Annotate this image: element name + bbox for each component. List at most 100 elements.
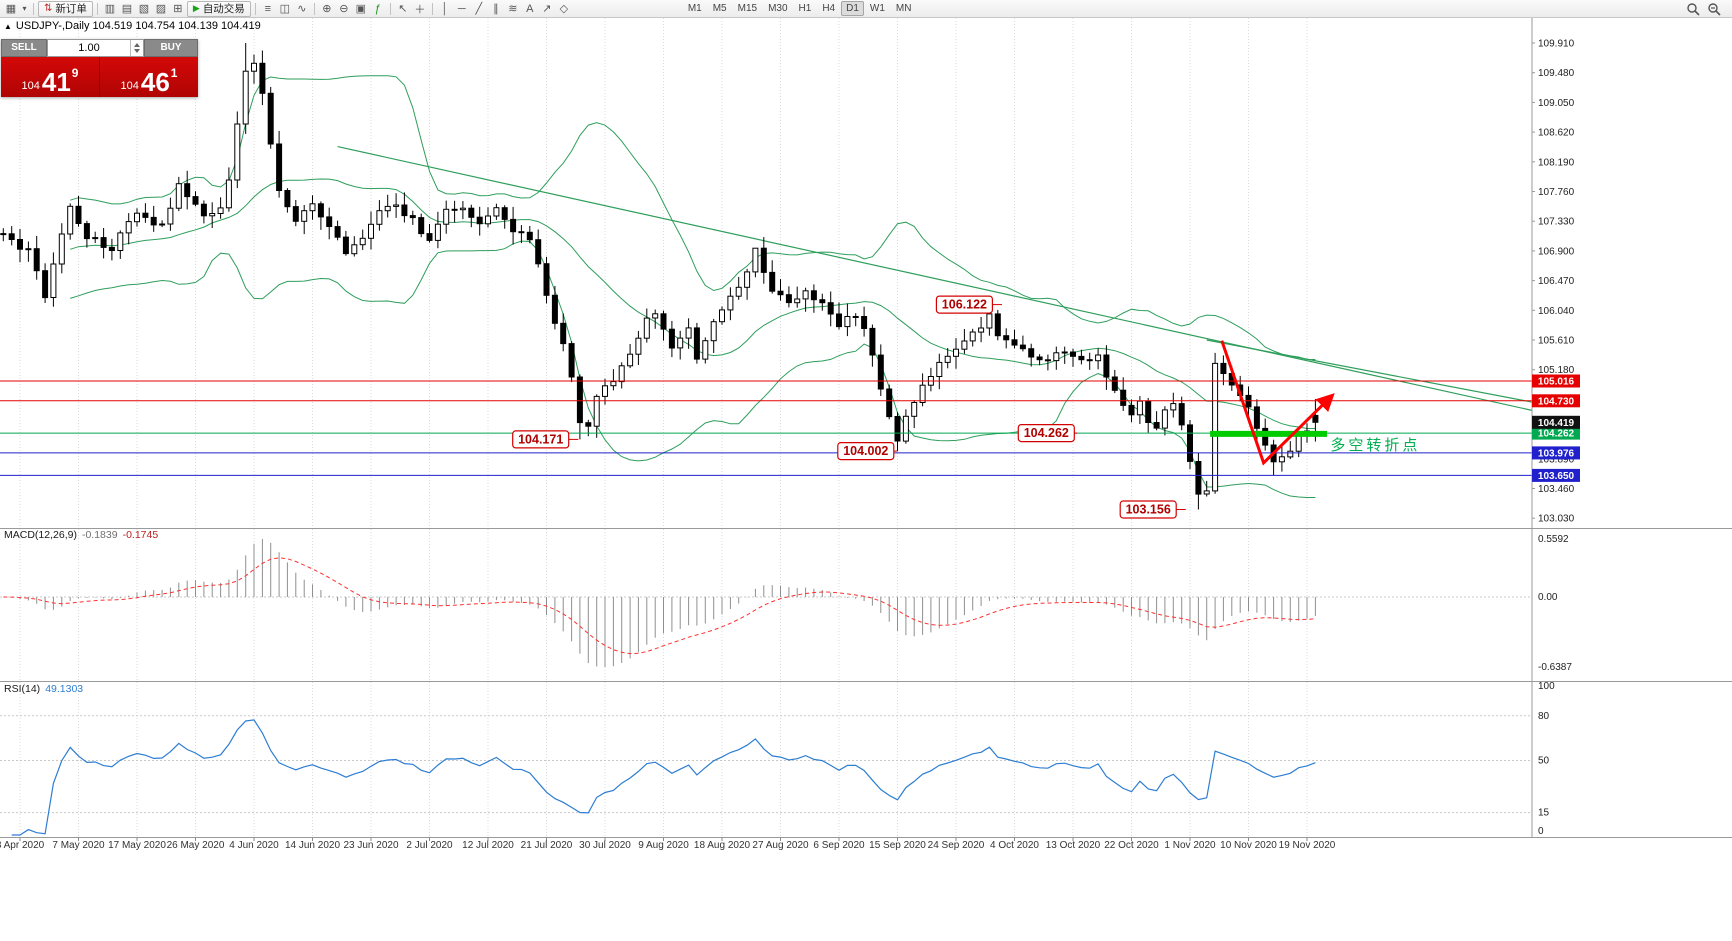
- tile-windows-icon[interactable]: ▣: [355, 3, 367, 15]
- channel-icon[interactable]: ∥: [493, 3, 499, 15]
- svg-text:109.910: 109.910: [1538, 39, 1575, 50]
- svg-text:7 May 2020: 7 May 2020: [52, 840, 105, 851]
- buy-price-prefix: 104: [120, 79, 139, 92]
- arrow-tool-icon[interactable]: ↗: [542, 3, 552, 15]
- navigator-icon[interactable]: ▧: [138, 3, 150, 15]
- svg-text:103.650: 103.650: [1538, 471, 1575, 482]
- svg-text:8 Apr 2020: 8 Apr 2020: [0, 840, 45, 851]
- market-watch-icon[interactable]: ▥: [104, 3, 116, 15]
- svg-text:104.419: 104.419: [1538, 418, 1575, 429]
- svg-text:0.5592: 0.5592: [1538, 534, 1569, 545]
- svg-text:105.610: 105.610: [1538, 336, 1575, 347]
- price-axis-tag: [1532, 374, 1580, 388]
- fibonacci-icon[interactable]: ≋: [508, 3, 518, 15]
- indicators-icon[interactable]: ƒ: [374, 2, 381, 15]
- macd-histogram: [11, 539, 1316, 667]
- volume-field[interactable]: 1.00: [47, 39, 144, 57]
- chart-dropdown-icon[interactable]: ▾: [22, 4, 27, 13]
- svg-text:100: 100: [1538, 681, 1555, 692]
- text-tool-icon[interactable]: A: [526, 2, 534, 15]
- timeframe-d1[interactable]: D1: [841, 1, 864, 16]
- horizontal-line-icon[interactable]: ─: [457, 2, 466, 15]
- trendline-icon[interactable]: ╱: [475, 3, 483, 15]
- price-callout-box[interactable]: [1119, 500, 1177, 519]
- timeframe-w1[interactable]: W1: [865, 1, 890, 16]
- timeframe-h1[interactable]: H1: [794, 1, 817, 16]
- collapse-arrow-icon[interactable]: ▲: [4, 21, 12, 31]
- chart-symbol-line: ▲ USDJPY-,Daily 104.519 104.754 104.139 …: [4, 20, 261, 32]
- price-callout-box[interactable]: [935, 295, 994, 314]
- price-axis-tag: [1532, 426, 1580, 440]
- svg-text:104.262: 104.262: [1538, 429, 1575, 440]
- timeframe-m15[interactable]: M15: [733, 1, 762, 16]
- svg-text:19 Nov 2020: 19 Nov 2020: [1279, 840, 1336, 851]
- toolbar-separator: [431, 2, 433, 15]
- timeframe-m5[interactable]: M5: [708, 1, 732, 16]
- main-toolbar: ▦ ▾ ⇅ 新订单 ▥ ▤ ▧ ▨ ⊞ ▶ 自动交易 ≡ ◫ ∿ ⊕ ⊖ ▣ ƒ…: [0, 0, 1732, 18]
- timeframe-h4[interactable]: H4: [817, 1, 840, 16]
- svg-text:2 Jul 2020: 2 Jul 2020: [406, 840, 453, 851]
- timeframe-m1[interactable]: M1: [683, 1, 707, 16]
- trendline[interactable]: [337, 146, 1533, 411]
- svg-text:105.180: 105.180: [1538, 365, 1575, 376]
- zoom-out-icon[interactable]: ⊖: [339, 3, 349, 15]
- zoom-in-icon[interactable]: ⊕: [322, 3, 332, 15]
- svg-text:18 Aug 2020: 18 Aug 2020: [694, 840, 751, 851]
- svg-text:4 Oct 2020: 4 Oct 2020: [990, 840, 1039, 851]
- strategy-tester-icon[interactable]: ⊞: [173, 3, 183, 15]
- svg-text:103.030: 103.030: [1538, 514, 1575, 525]
- new-chart-icon[interactable]: ▦: [5, 3, 17, 15]
- autotrading-button[interactable]: ▶ 自动交易: [186, 0, 251, 17]
- spinner-down-icon[interactable]: [134, 49, 140, 53]
- bar-chart-icon[interactable]: ≡: [264, 2, 272, 15]
- buy-button[interactable]: BUY: [144, 39, 198, 57]
- rsi-label: RSI(14) 49.1303: [4, 683, 83, 695]
- autotrading-play-icon: ▶: [192, 3, 200, 13]
- sell-button[interactable]: SELL: [1, 39, 47, 57]
- main-chart-layer: [0, 43, 1533, 510]
- candlestick-chart-icon[interactable]: ◫: [279, 3, 291, 15]
- svg-text:108.190: 108.190: [1538, 157, 1575, 168]
- macd-name: MACD(12,26,9): [4, 529, 77, 541]
- shapes-icon[interactable]: ◇: [559, 3, 569, 15]
- terminal-icon[interactable]: ▨: [155, 3, 167, 15]
- timeframe-mn[interactable]: MN: [891, 1, 917, 16]
- crosshair-icon[interactable]: ＋: [414, 3, 426, 16]
- buy-price[interactable]: 104 46 1: [100, 57, 198, 97]
- toolbar-separator: [254, 2, 256, 15]
- svg-text:104.171: 104.171: [518, 432, 563, 446]
- volume-spinner[interactable]: [130, 40, 143, 56]
- line-chart-icon[interactable]: ∿: [297, 3, 307, 15]
- new-order-icon: ⇅: [44, 3, 53, 14]
- new-order-label: 新订单: [55, 3, 87, 15]
- trendline[interactable]: [1206, 339, 1533, 403]
- price-callout-box[interactable]: [1017, 424, 1075, 443]
- spinner-up-icon[interactable]: [134, 43, 140, 47]
- turning-point-annotation[interactable]: 多空转折点: [1330, 437, 1420, 454]
- svg-text:107.330: 107.330: [1538, 217, 1575, 228]
- svg-text:1 Nov 2020: 1 Nov 2020: [1164, 840, 1216, 851]
- price-axis: 109.910 109.480 109.050 108.620 108.190 107.7…: [1531, 18, 1580, 837]
- price-callout-box[interactable]: [837, 442, 895, 461]
- data-window-icon[interactable]: ▤: [121, 3, 133, 15]
- sell-price-prefix: 104: [21, 79, 40, 92]
- vertical-line-icon[interactable]: │: [441, 2, 449, 15]
- svg-text:106.900: 106.900: [1538, 246, 1575, 257]
- price-divider: [99, 57, 100, 97]
- svg-text:0: 0: [1538, 826, 1544, 837]
- price-axis-tag: [1532, 468, 1580, 482]
- trendlines-layer[interactable]: [337, 146, 1533, 411]
- macd-main-value: -0.1839: [81, 529, 118, 541]
- zoom-out-search-icon[interactable]: [1707, 2, 1721, 16]
- zoom-in-search-icon[interactable]: [1686, 2, 1700, 16]
- macd-signal-line: [3, 557, 1316, 655]
- price-callouts-layer[interactable]: 106.122 104.171 104.002 104.262 103.156: [512, 295, 1186, 519]
- reversal-arrow-annotation[interactable]: [1220, 340, 1335, 466]
- sell-price-sup: 9: [71, 66, 79, 80]
- sell-price[interactable]: 104 41 9: [1, 57, 99, 97]
- new-order-button[interactable]: ⇅ 新订单: [38, 0, 93, 17]
- timeframe-m30[interactable]: M30: [763, 1, 792, 16]
- cursor-icon[interactable]: ↖: [398, 3, 408, 15]
- price-callout-box[interactable]: [512, 430, 570, 449]
